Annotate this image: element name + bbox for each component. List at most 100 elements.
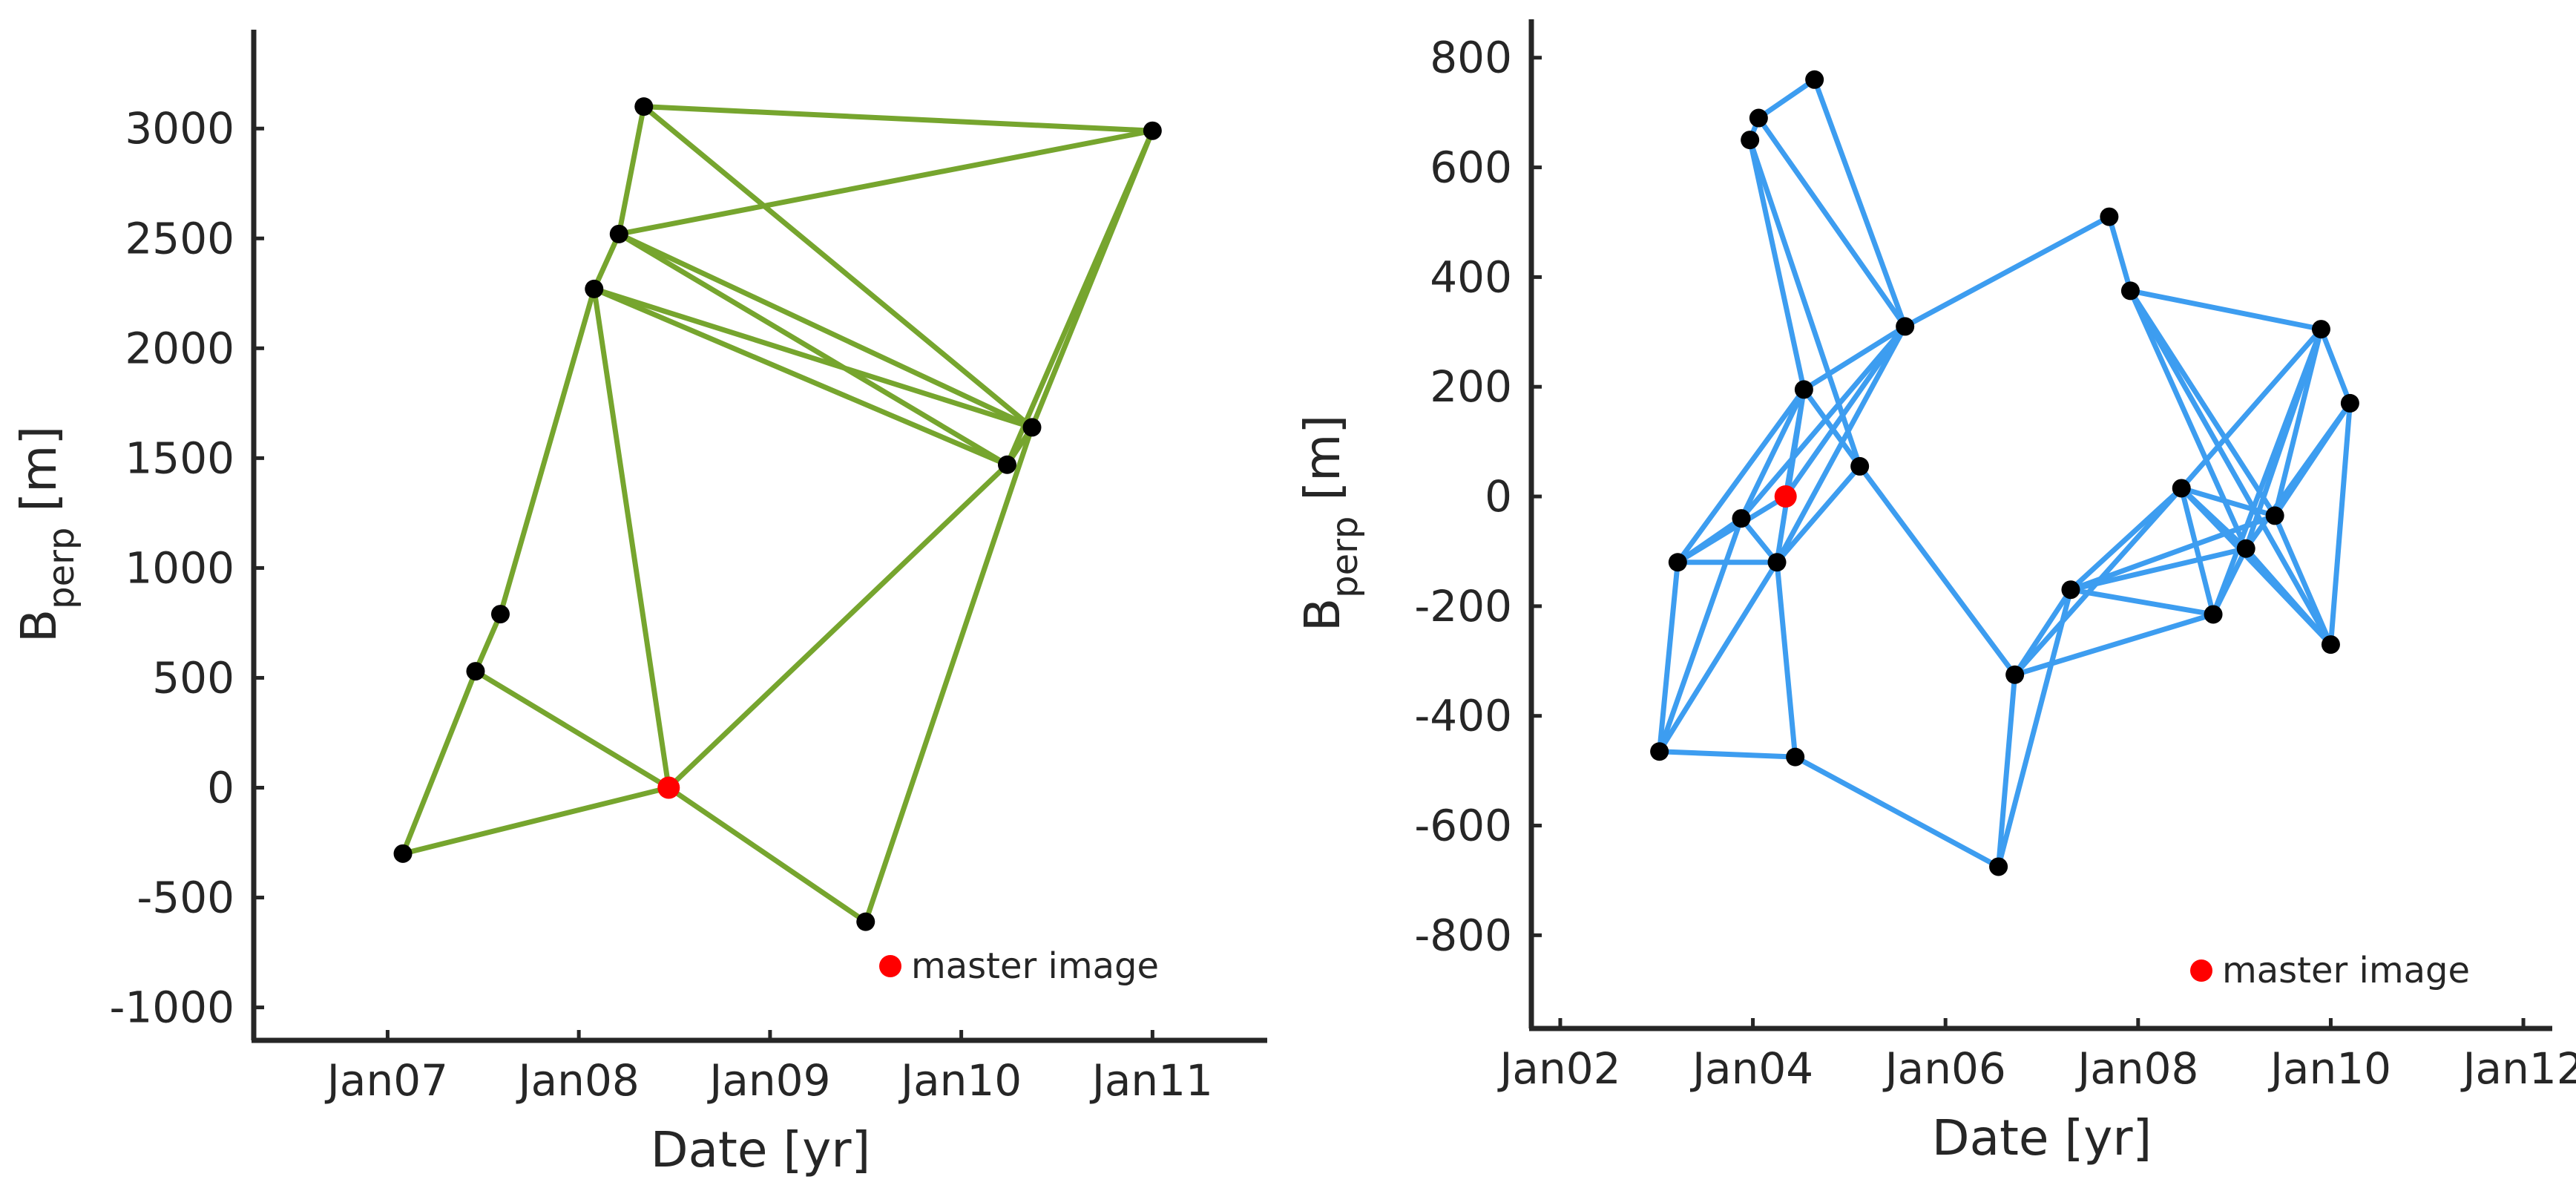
interferogram-edge xyxy=(473,669,671,790)
y-tick-label: 0 xyxy=(207,763,234,813)
acquisition-point xyxy=(1732,509,1751,528)
interferogram-edge xyxy=(1996,587,2074,870)
interferogram-edge xyxy=(2272,327,2324,519)
interferogram-edge xyxy=(863,424,1035,925)
interferogram-edge xyxy=(2272,513,2333,648)
acquisition-point xyxy=(1805,70,1824,89)
interferogram-edge xyxy=(1738,516,1780,565)
acquisition-point xyxy=(1143,121,1162,140)
x-tick-label: Jan08 xyxy=(516,1055,640,1106)
y-tick-label: 2500 xyxy=(125,213,234,263)
acquisition-point xyxy=(997,455,1016,474)
x-axis-label: Date [yr] xyxy=(651,1121,870,1178)
x-tick-label: Jan08 xyxy=(2075,1043,2198,1094)
y-tick-label: -400 xyxy=(1414,691,1512,741)
y-tick-label: -600 xyxy=(1414,801,1512,851)
interferogram-edge xyxy=(1657,516,1744,755)
interferogram-edge xyxy=(2068,545,2249,593)
x-tick-label: Jan10 xyxy=(898,1055,1022,1106)
acquisition-point xyxy=(1767,553,1787,572)
legend-label: master image xyxy=(911,945,1159,987)
acquisition-point xyxy=(2120,281,2140,301)
interferogram-edge xyxy=(1996,672,2018,870)
acquisition-point xyxy=(2172,479,2191,498)
acquisition-point xyxy=(1749,108,1768,128)
acquisition-point xyxy=(490,605,510,624)
interferogram-edge xyxy=(1657,560,1780,755)
interferogram-edge xyxy=(1738,387,1807,522)
interferogram-edge xyxy=(2127,288,2249,551)
x-tick-label: Jan12 xyxy=(2460,1043,2576,1094)
interferogram-edge xyxy=(1675,387,1807,565)
interferogram-edge xyxy=(641,104,1035,430)
acquisition-point xyxy=(1850,456,1870,476)
interferogram-edge xyxy=(2068,485,2184,593)
interferogram-edge xyxy=(591,286,1035,430)
interferogram-edge xyxy=(400,785,671,856)
y-axis-label: Bperp [m] xyxy=(1294,415,1366,631)
y-tick-label: 400 xyxy=(1430,252,1512,302)
y-tick-label: 1000 xyxy=(125,542,234,593)
x-tick-label: Jan06 xyxy=(1883,1043,2006,1094)
interferogram-edge xyxy=(1812,76,1908,329)
acquisition-point xyxy=(1741,131,1760,150)
acquisition-point xyxy=(2100,207,2119,226)
interferogram-edge xyxy=(2127,288,2324,332)
interferogram-edge xyxy=(497,286,597,617)
acquisition-point xyxy=(2340,393,2359,413)
y-tick-label: -200 xyxy=(1414,581,1512,631)
acquisition-point xyxy=(393,844,413,863)
acquisition-point xyxy=(1786,747,1805,767)
x-tick-label: Jan10 xyxy=(2268,1043,2391,1094)
interferogram-edge xyxy=(1675,516,1744,565)
y-tick-label: 0 xyxy=(1485,471,1512,522)
interferogram-edge xyxy=(616,104,647,237)
master-image-point xyxy=(657,776,680,799)
y-tick-label: 3000 xyxy=(125,103,234,154)
acquisition-point xyxy=(2061,580,2080,600)
interferogram-edge xyxy=(400,669,479,856)
acquisition-point xyxy=(1022,418,1042,437)
acquisition-point xyxy=(1668,553,1687,572)
interferogram-edge xyxy=(591,286,1010,467)
interferogram-edge xyxy=(1738,324,1908,522)
y-tick-label: 1500 xyxy=(125,433,234,483)
interferogram-edge xyxy=(2243,545,2333,648)
acquisition-point xyxy=(2236,539,2255,558)
acquisition-point xyxy=(466,662,485,681)
interferogram-edge xyxy=(591,286,671,790)
interferogram-edge xyxy=(1793,754,2002,870)
acquisition-point xyxy=(856,912,875,931)
x-tick-label: Jan09 xyxy=(707,1055,830,1106)
interferogram-edge xyxy=(1774,463,1863,565)
interferogram-edge xyxy=(1029,128,1155,430)
acquisition-point xyxy=(585,279,604,298)
y-tick-label: 800 xyxy=(1430,33,1512,83)
interferogram-edge xyxy=(1801,324,1908,393)
interferogram-edge xyxy=(2068,513,2278,593)
interferogram-edge xyxy=(1657,749,1798,760)
master-image-point xyxy=(1774,485,1797,508)
chart-left-baseline-network: 3000 2500 2000 1500 1000 500 0 -500 -1000 Jan07 Ja… xyxy=(10,30,1267,1178)
y-tick-label: 500 xyxy=(152,652,234,703)
y-tick-label: 2000 xyxy=(125,323,234,373)
x-axis-label: Date [yr] xyxy=(1932,1109,2152,1167)
interferogram-edge xyxy=(1755,115,1908,329)
chart-right-baseline-network: 800 600 400 200 0 -200 -400 -600 -800 Jan02 Jan04 J… xyxy=(1294,19,2576,1167)
legend-label: master image xyxy=(2222,950,2470,991)
interferogram-edge xyxy=(1774,387,1807,565)
interferogram-edge xyxy=(591,231,622,292)
interferogram-edge xyxy=(2068,587,2216,617)
acquisition-point xyxy=(2265,506,2284,525)
acquisition-point xyxy=(1896,317,1915,336)
interferogram-edge xyxy=(1857,463,2018,677)
interferogram-edge xyxy=(1755,76,1818,121)
y-axis-label: Bperp [m] xyxy=(10,426,82,643)
acquisition-point xyxy=(2321,635,2340,654)
interferogram-edge xyxy=(2210,327,2324,617)
interferogram-edge xyxy=(2318,327,2353,406)
interferogram-edge xyxy=(666,462,1010,790)
interferogram-edge xyxy=(2012,611,2216,677)
